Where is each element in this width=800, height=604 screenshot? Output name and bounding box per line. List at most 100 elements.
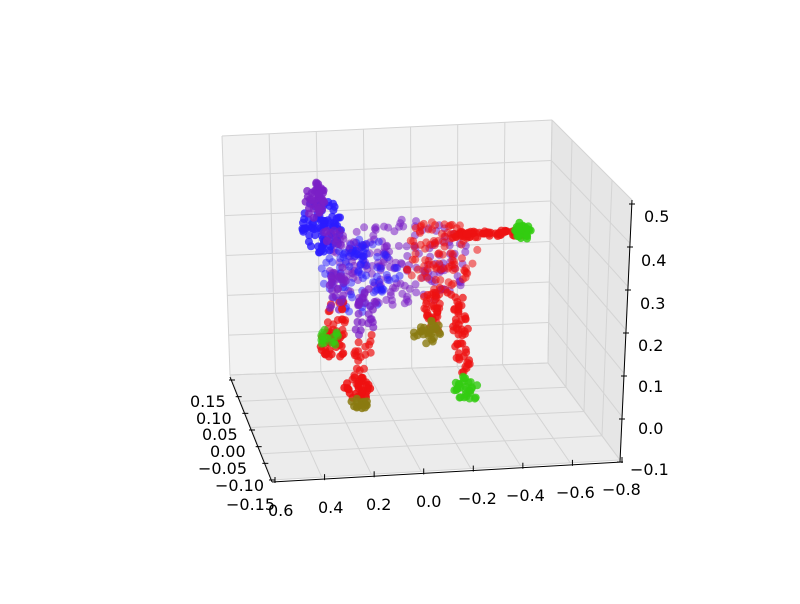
scatter-point (420, 262, 429, 271)
scatter-point (326, 303, 335, 312)
scatter-point (471, 393, 480, 402)
scatter-point (311, 231, 319, 240)
z-tick-label: 0.1 (638, 377, 663, 396)
scatter-point (349, 238, 358, 247)
scatter-point (370, 224, 379, 233)
gridline (228, 322, 549, 336)
scatter-point (443, 288, 452, 297)
scatter-point (320, 198, 329, 207)
scatter-point (328, 293, 337, 302)
scatter-point (343, 379, 351, 388)
scatter-point (485, 231, 494, 240)
gridline (320, 371, 372, 475)
z-tick-label: 0.0 (638, 419, 663, 438)
y-tick-label: 0.10 (196, 409, 232, 428)
scatter-point (408, 255, 417, 264)
scatter-point (422, 238, 431, 247)
scatter-point (329, 206, 338, 215)
z-tick-label: 0.5 (644, 207, 669, 226)
scatter-point (336, 298, 345, 307)
scatter-point (422, 339, 431, 348)
scatter-point (413, 265, 422, 274)
scatter-point (307, 196, 316, 204)
scatter-point (318, 245, 327, 254)
gridline (223, 160, 552, 177)
scatter-point (410, 332, 419, 341)
scatter-point (407, 271, 416, 280)
scatter-point (468, 259, 477, 268)
gridline (221, 119, 553, 137)
scatter-point (356, 353, 365, 362)
scatter-point (344, 385, 353, 394)
gridline (229, 374, 273, 481)
scatter-point (308, 224, 317, 233)
scatter-point (431, 238, 439, 247)
scatter-point (371, 286, 380, 295)
x-tick-label: −0.8 (602, 480, 641, 499)
scatter-point (446, 249, 455, 258)
scatter-point (397, 215, 406, 224)
scatter-point (432, 264, 441, 273)
scatter-point (359, 256, 368, 264)
scatter-point (380, 250, 389, 259)
scatter-point (493, 232, 502, 240)
gridline (271, 459, 621, 481)
scatter-point (457, 240, 466, 249)
scatter-point (315, 205, 324, 214)
y-tick-label: −0.05 (198, 459, 247, 478)
scatter-point (368, 240, 377, 249)
y-tick-label: 0.00 (210, 442, 246, 461)
scatter-point (454, 330, 463, 339)
scatter-point (328, 338, 337, 347)
gridline (547, 119, 553, 364)
scatter-point (461, 374, 470, 383)
scatter-point (379, 285, 388, 294)
scatter-point (386, 291, 395, 300)
scatter-point (382, 241, 391, 250)
gridline (261, 435, 603, 455)
scatter-point (374, 237, 383, 246)
scatter-point (435, 290, 444, 299)
gridline (224, 200, 551, 217)
scatter-point (384, 223, 393, 232)
scatter-point (402, 242, 411, 251)
scatter-point (428, 225, 437, 234)
scatter-point (341, 248, 350, 257)
scatter-point (364, 380, 373, 389)
scatter-point (393, 263, 402, 272)
scatter-point (440, 220, 449, 229)
gridline (547, 362, 621, 461)
scatter-point (398, 289, 407, 298)
scatter-point (320, 217, 329, 225)
scatter-point (462, 348, 471, 357)
gridline (365, 369, 422, 472)
scatter-point (458, 254, 466, 263)
scatter-point (299, 227, 308, 236)
x-tick-label: 0.0 (416, 492, 441, 511)
x-tick-label: −0.4 (506, 486, 545, 505)
scatter-point (513, 232, 522, 241)
gridline (240, 386, 567, 402)
gridline (583, 159, 593, 412)
scatter-point (453, 384, 462, 393)
scatter-point (332, 329, 341, 338)
scatter-point (440, 242, 449, 251)
scatter-point (354, 379, 363, 388)
gridline (250, 411, 585, 428)
scatter-point (366, 337, 375, 346)
scatter-point (465, 356, 474, 365)
scatter-point (421, 256, 430, 265)
scatter-point (390, 227, 399, 236)
scatter-point (453, 339, 462, 348)
x-tick-label: 0.6 (268, 501, 293, 520)
scatter-point (345, 262, 354, 271)
scatter-point (473, 245, 482, 254)
scatter-point (305, 231, 314, 240)
scatter-point (336, 352, 345, 361)
scatter-point (364, 285, 373, 294)
scatter-point (449, 279, 458, 288)
scatter-point (471, 233, 480, 242)
scatter-point (430, 321, 439, 330)
scatter-point (449, 266, 458, 275)
